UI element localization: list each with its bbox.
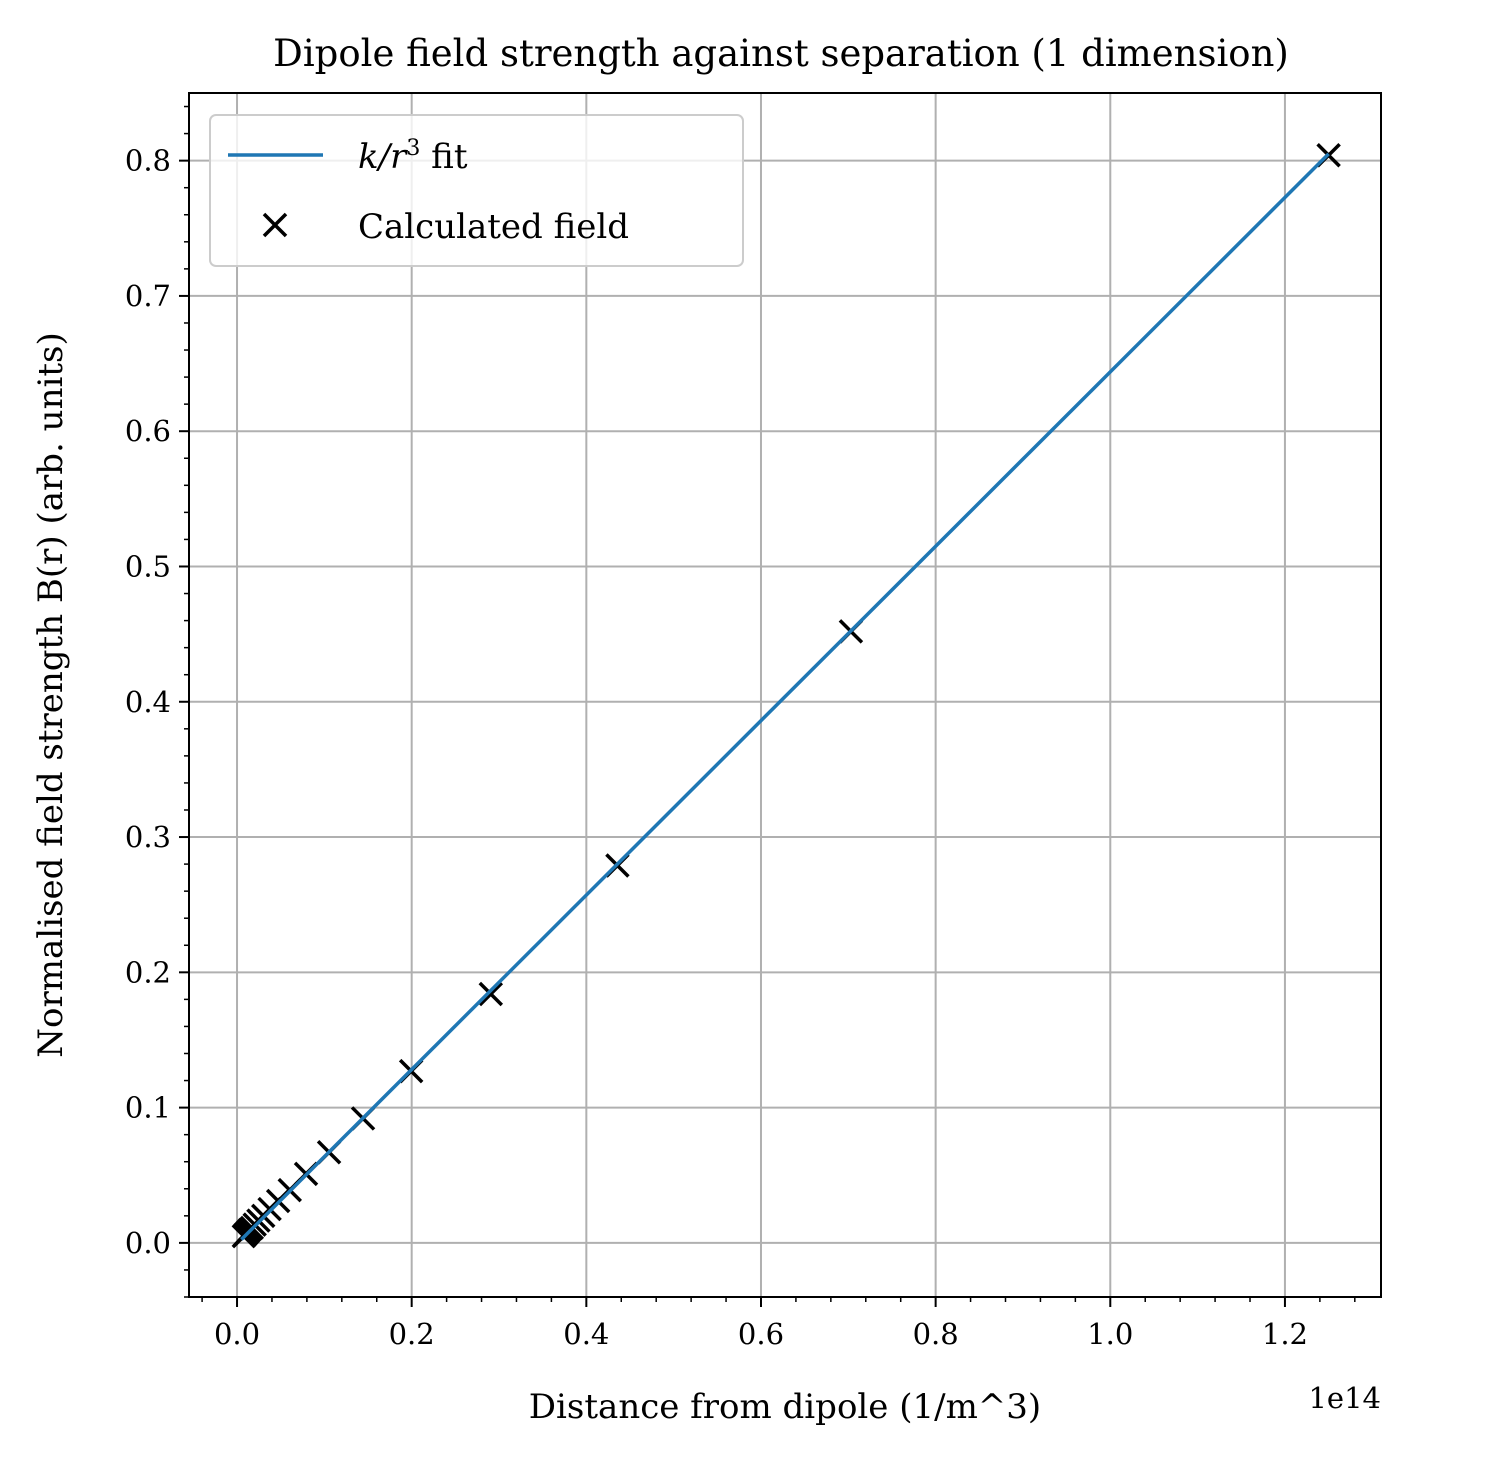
- x-tick-label: 0.6: [738, 1317, 784, 1351]
- legend-fit-r: r: [390, 137, 408, 177]
- axes-frame: [188, 92, 1382, 1298]
- x-tick-label: 0.4: [563, 1317, 609, 1351]
- x-tick-label: 0.2: [389, 1317, 435, 1351]
- y-tick-label: 0.2: [125, 955, 171, 989]
- x-axis-label: Distance from dipole (1/m^3): [529, 1387, 1041, 1427]
- legend-fit-slash: /: [376, 137, 394, 177]
- fit-line: [240, 152, 1330, 1241]
- chart-title: Dipole field strength against separation…: [273, 32, 1289, 75]
- legend-fit-suffix: fit: [420, 137, 467, 177]
- y-tick-label: 0.3: [125, 820, 171, 854]
- x-tick-label: 1.0: [1087, 1317, 1133, 1351]
- grid: [189, 93, 1381, 1297]
- legend-fit-exponent: 3: [406, 136, 420, 161]
- y-tick-label: 0.4: [125, 685, 171, 719]
- legend-swatch-calculated-marker: [262, 212, 288, 238]
- marker-stroke: [478, 981, 504, 1007]
- y-axis-label: Normalised field strength B(r) (arb. uni…: [31, 332, 71, 1057]
- legend-entry-calculated: Calculated field: [358, 207, 629, 247]
- legend-fit-k: k: [358, 137, 379, 177]
- y-tick-label: 0.5: [125, 549, 171, 583]
- legend: k/r3 fit Calculated field: [209, 114, 744, 267]
- x-tick-label: 0.8: [913, 1317, 959, 1351]
- legend-box: [209, 114, 744, 267]
- axis-ticks: 0.0 0.2 0.4 0.6 0.8 1.0 1.2 0.0 0.1 0.2 0.3 0.4 0.5 0…: [125, 105, 1356, 1351]
- y-tick-label: 0.6: [125, 414, 171, 448]
- legend-entry-fit: k/r3 fit: [358, 136, 468, 177]
- y-tick-label: 0.7: [125, 279, 171, 313]
- x-tick-label: 1.2: [1262, 1317, 1308, 1351]
- x-axis-offset-text: 1e14: [1308, 1381, 1381, 1415]
- data-point-marker: [478, 981, 504, 1007]
- legend-marker-stroke: [262, 212, 288, 238]
- plot-area: [231, 142, 1341, 1249]
- y-tick-label: 0.8: [125, 144, 171, 178]
- x-tick-label: 0.0: [214, 1317, 260, 1351]
- y-tick-label: 0.1: [125, 1091, 171, 1125]
- y-tick-label: 0.0: [125, 1226, 171, 1260]
